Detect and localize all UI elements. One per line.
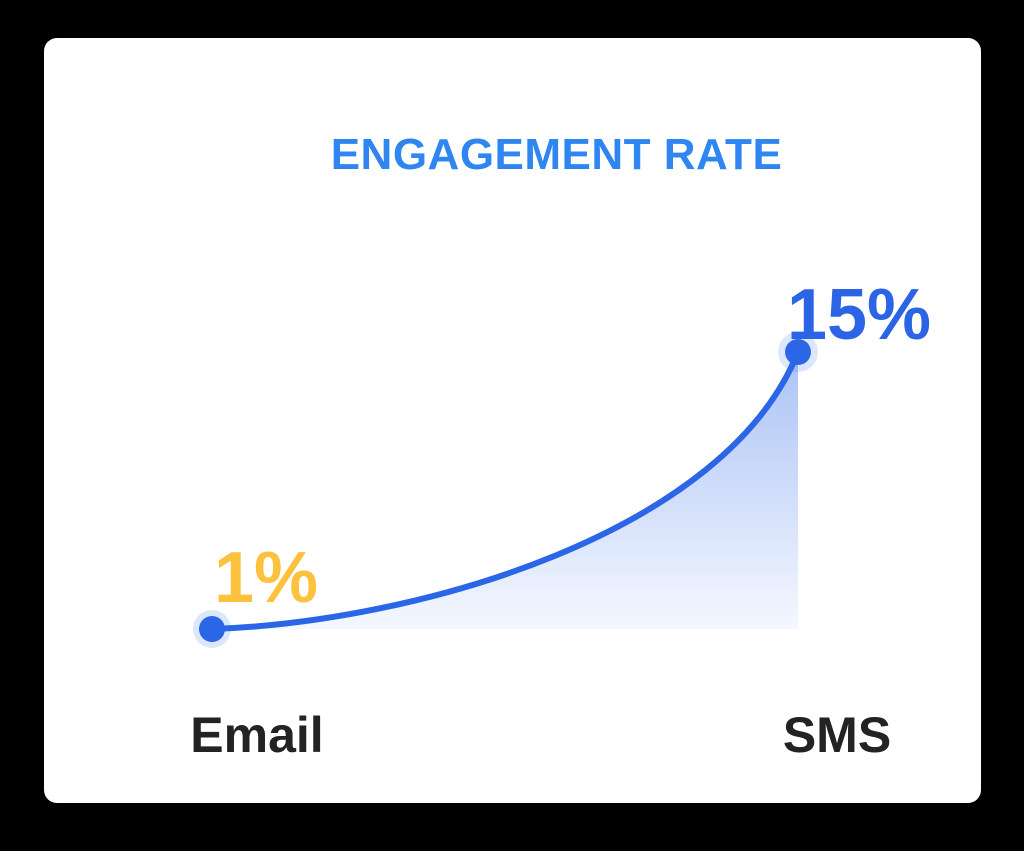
- area-fill: [212, 352, 798, 629]
- sms-value-label: 15%: [786, 275, 932, 355]
- email-value-label: 1%: [213, 538, 319, 618]
- chart-card: ENGAGEMENT RATE 1% 15% Email SMS: [44, 38, 981, 803]
- trend-line: [209, 349, 801, 632]
- email-point: [199, 616, 225, 642]
- sms-point: [785, 339, 811, 365]
- email-axis-label: Email: [190, 707, 324, 763]
- sms-axis-label: SMS: [782, 707, 892, 763]
- chart-title: ENGAGEMENT RATE: [330, 130, 783, 179]
